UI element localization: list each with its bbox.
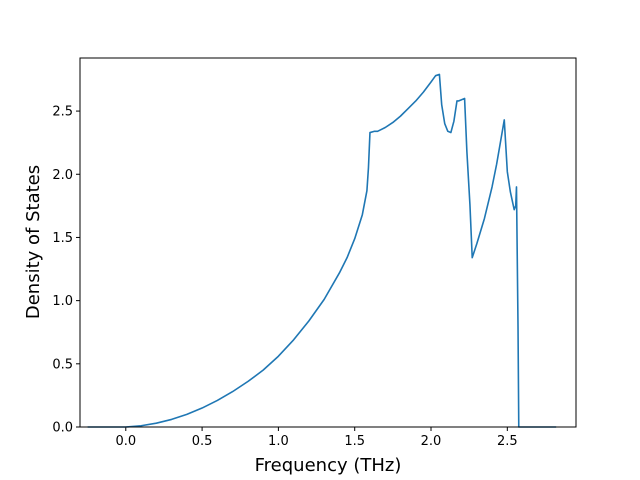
x-tick-label: 0.5 xyxy=(192,434,213,449)
y-tick-label: 0.0 xyxy=(52,421,73,436)
x-tick-label: 2.0 xyxy=(421,434,442,449)
plot-frame xyxy=(79,57,577,428)
y-tick-label: 0.5 xyxy=(52,357,73,372)
y-tick-label: 1.5 xyxy=(52,231,73,246)
y-tick-label: 1.0 xyxy=(52,294,73,309)
x-tick-label: 1.5 xyxy=(344,434,365,449)
x-tick-label: 1.0 xyxy=(268,434,289,449)
x-tick-label: 2.5 xyxy=(497,434,518,449)
x-tick-label: 0.0 xyxy=(115,434,136,449)
y-tick-label: 2.5 xyxy=(52,105,73,120)
ticks-group: 0.0 0.5 1.0 1.5 2.0 2.5 0.0 0.5 1.0 1.5 2.0 2.5 xyxy=(52,105,517,449)
x-axis-label: Frequency (THz) xyxy=(255,455,402,476)
y-tick-label: 2.0 xyxy=(52,168,73,183)
dos-series-line xyxy=(87,73,557,428)
series-group xyxy=(87,73,557,428)
y-axis-label: Density of States xyxy=(23,165,44,319)
